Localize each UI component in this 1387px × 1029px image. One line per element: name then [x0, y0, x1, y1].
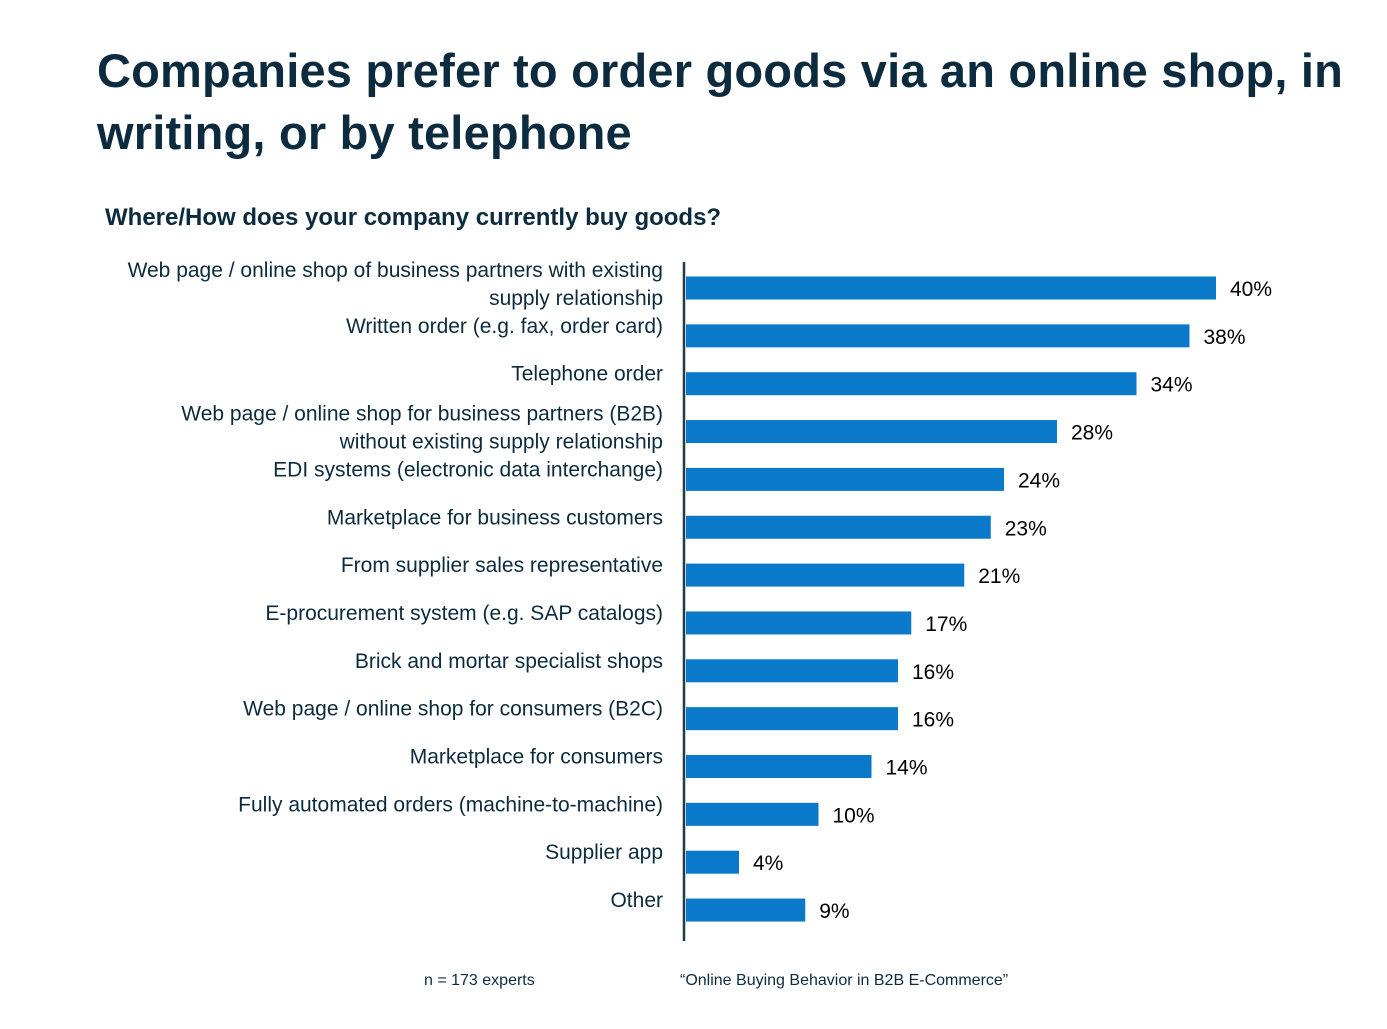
sample-size-note: n = 173 experts — [424, 972, 535, 989]
bar — [686, 850, 739, 874]
bars-layer: 40% Web page / online shop of business pa… — [128, 259, 1272, 923]
value-label: 38% — [1204, 326, 1246, 349]
value-label: 4% — [753, 852, 783, 875]
bar — [686, 707, 898, 731]
category-label: Fully automated orders (machine-to-machi… — [238, 793, 663, 816]
category-label: E-procurement system (e.g. SAP catalogs) — [265, 602, 663, 625]
category-label: Marketplace for business customers — [327, 506, 663, 529]
value-label: 21% — [978, 565, 1020, 588]
bar — [686, 467, 1004, 491]
bar — [686, 324, 1190, 348]
bar — [686, 515, 991, 539]
bar — [686, 372, 1137, 396]
value-label: 9% — [819, 900, 849, 923]
value-label: 16% — [912, 709, 954, 732]
bar — [686, 276, 1216, 300]
value-label: 16% — [912, 661, 954, 684]
value-label: 40% — [1230, 278, 1272, 301]
bar — [686, 659, 898, 683]
category-label: Web page / online shop for business part… — [181, 403, 663, 454]
category-label: Other — [610, 889, 663, 912]
category-label: Written order (e.g. fax, order card) — [346, 315, 663, 338]
chart-subtitle: Where/How does your company currently bu… — [105, 204, 722, 231]
category-label: Supplier app — [545, 841, 663, 864]
bar — [686, 802, 819, 826]
bar — [686, 898, 806, 922]
category-label: Web page / online shop for consumers (B2… — [243, 698, 663, 721]
value-label: 23% — [1005, 517, 1047, 540]
category-label: Marketplace for consumers — [410, 746, 663, 769]
category-label: From supplier sales representative — [341, 554, 663, 577]
value-label: 14% — [886, 757, 928, 780]
value-label: 28% — [1071, 422, 1113, 445]
bar — [686, 420, 1057, 444]
value-label: 24% — [1018, 469, 1060, 492]
value-label: 10% — [833, 804, 875, 827]
bar — [686, 755, 872, 778]
category-label: Telephone order — [511, 363, 663, 386]
bar — [686, 611, 912, 635]
category-label: EDI systems (electronic data interchange… — [273, 458, 663, 481]
value-label: 34% — [1151, 374, 1193, 397]
category-label: Web page / online shop of business partn… — [128, 259, 663, 310]
source-note: “Online Buying Behavior in B2B E-Commerc… — [680, 972, 1009, 989]
category-label: Brick and mortar specialist shops — [355, 650, 663, 673]
bar — [686, 563, 965, 587]
chart-title: Companies prefer to order goods via an o… — [97, 44, 1344, 159]
value-label: 17% — [925, 613, 967, 636]
